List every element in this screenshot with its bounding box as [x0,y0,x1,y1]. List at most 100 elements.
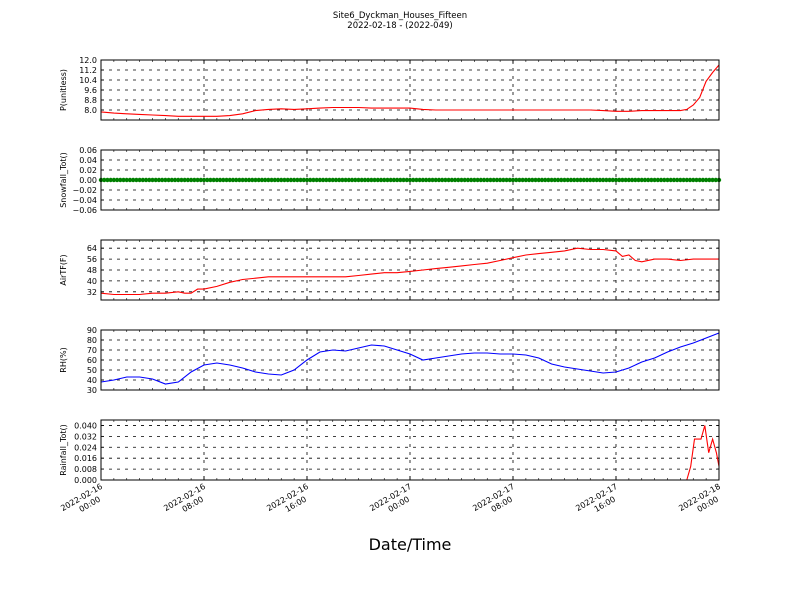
data-point [179,177,184,183]
chart-title: Site6_Dyckman_Houses_Fifteen [332,11,468,21]
data-point [398,177,403,183]
y-tick-label: 0.00 [79,176,97,185]
data-point [501,177,506,183]
data-point [430,177,435,183]
y-tick-label: 60 [87,356,97,365]
data-point [224,177,229,183]
data-point [166,177,171,183]
data-point [526,177,532,183]
data-point [491,177,496,183]
data-point [291,177,297,183]
x-tick-label: 2022-02-1700:00 [368,482,418,522]
data-point [549,177,554,183]
data-point [330,177,335,183]
data-point [182,177,187,183]
plot-frame [100,419,720,481]
data-point [102,177,107,183]
data-point [697,177,702,183]
data-point [578,177,583,183]
data-point [314,177,319,183]
data-point [333,177,339,183]
x-tick-label: 2022-02-1800:00 [677,482,727,522]
data-point [691,177,696,183]
data-point [629,177,635,183]
y-tick-label: 40 [87,277,97,286]
x-tick-label: 2022-02-1716:00 [574,482,624,522]
x-axis-label: Date/Time [369,535,452,554]
data-point [562,177,567,183]
data-point [427,177,432,183]
data-point [153,177,158,183]
data-point [188,177,194,183]
data-point [259,177,265,183]
y-tick-label: 0.040 [74,421,97,430]
data-point [645,177,651,183]
data-point [462,177,467,183]
data-point [343,177,348,183]
data-point [143,177,149,183]
data-point [681,177,686,183]
y-axis-label: Snowfall_Tot() [59,152,68,208]
data-point [369,177,374,183]
data-point [382,177,387,183]
data-point [510,177,516,183]
y-axis-label: RH(%) [59,347,68,372]
y-tick-label: 48 [87,266,97,275]
data-point [417,177,422,183]
series-line [100,64,720,117]
data-point [356,177,361,183]
data-point [456,177,461,183]
data-point [401,177,406,183]
data-point [591,177,596,183]
data-point [375,177,381,183]
data-point [617,177,622,183]
data-point [443,177,448,183]
series-line [101,425,720,481]
data-point [282,177,287,183]
data-point [147,177,152,183]
data-point [713,177,718,183]
data-point [230,177,236,183]
data-point [636,177,641,183]
data-point [655,177,661,183]
data-point [626,177,632,183]
data-point [571,177,577,183]
y-tick-label: −0.06 [72,206,97,215]
data-point [388,177,393,183]
data-point [111,177,117,183]
data-point [514,177,519,183]
data-point [298,177,303,183]
data-point [404,177,409,183]
data-point [552,177,558,183]
data-point [201,177,207,183]
data-point [217,177,223,183]
data-point [707,177,712,183]
data-point [613,177,619,183]
data-point [478,177,484,183]
data-point [195,177,200,183]
data-point [169,177,175,183]
data-point [555,177,561,183]
data-point [446,177,451,183]
y-axis-label: P(unitless) [59,69,68,111]
data-point [301,177,306,183]
data-point [600,177,606,183]
plot-frame [100,239,720,301]
data-point [607,177,612,183]
data-point [481,177,487,183]
data-point [530,177,535,183]
panel-1: 12.011.210.49.68.88.0 P(unitless) [59,56,720,121]
y-tick-label: 10.4 [79,76,97,85]
data-point [211,177,216,183]
data-point [156,177,162,183]
data-point [324,177,329,183]
data-point [353,177,358,183]
plot-frame [100,329,720,391]
y-tick-label: 12.0 [79,56,97,65]
data-point [623,177,628,183]
plot-frame [100,59,720,121]
data-point [504,177,509,183]
data-point [118,177,123,183]
data-point [581,177,587,183]
